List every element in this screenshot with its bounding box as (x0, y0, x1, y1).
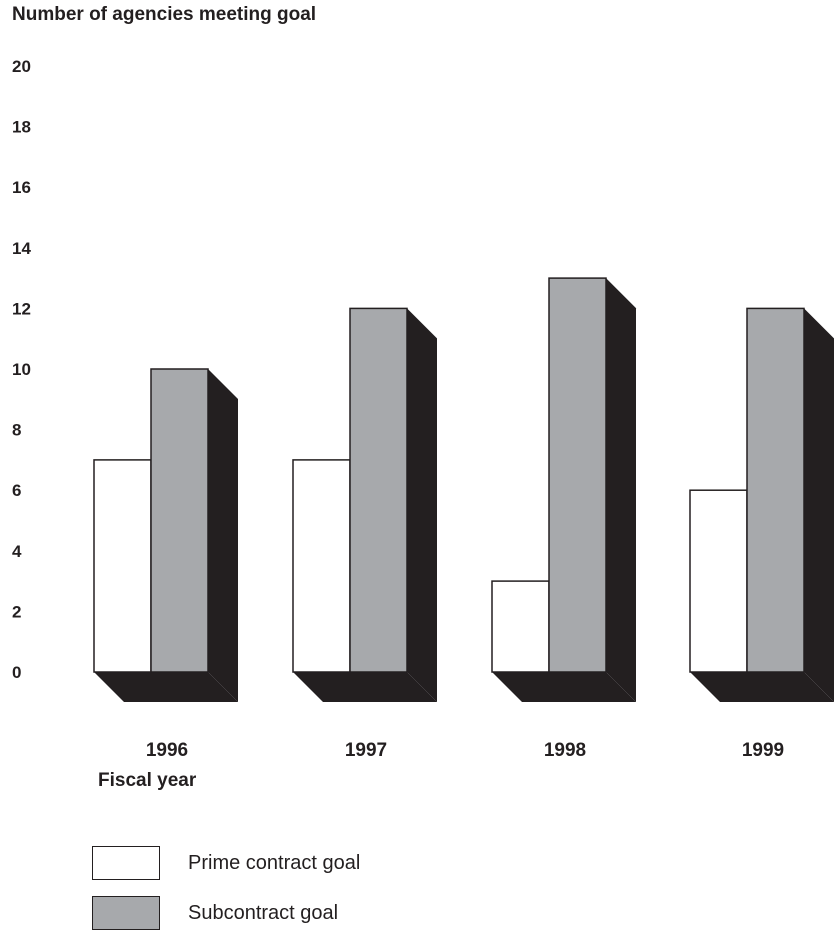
bar-subcontract-1996 (150, 368, 209, 673)
y-tick-label: 16 (12, 178, 31, 197)
bar-side-shadow (804, 308, 834, 702)
x-tick-label: 1999 (742, 740, 784, 760)
y-tick-label: 18 (12, 118, 31, 137)
bar-side-shadow (606, 278, 636, 702)
bar-group-1999 (689, 307, 834, 702)
chart-title: Number of agencies meeting goal (12, 4, 317, 25)
y-tick-label: 14 (12, 239, 31, 258)
legend-label-prime: Prime contract goal (188, 852, 361, 874)
bars-group (93, 277, 834, 702)
y-tick-label: 2 (12, 602, 21, 621)
bar-prime-1999 (689, 489, 748, 673)
bar-group-1996 (93, 368, 238, 702)
bar-floor-shadow (690, 672, 834, 702)
bar-floor-shadow (492, 672, 636, 702)
y-tick-label: 6 (12, 481, 21, 500)
x-tick-label: 1997 (345, 740, 387, 760)
bar-prime-1998 (491, 580, 550, 673)
x-tick-label: 1996 (146, 740, 188, 760)
bar-chart: 0 2 4 6 8 10 12 14 16 18 20 1996 1997 1998 1999 (12, 57, 834, 760)
bar-side-shadow (407, 308, 437, 702)
bar-subcontract-1998 (548, 277, 607, 673)
x-tick-label: 1998 (544, 740, 586, 760)
bar-subcontract-1997 (349, 307, 408, 673)
x-axis-label: Fiscal year (98, 770, 197, 791)
y-tick-label: 10 (12, 360, 31, 379)
legend-swatch-prime (92, 846, 160, 880)
bar-floor-shadow (293, 672, 437, 702)
bar-subcontract-1999 (746, 307, 805, 673)
bar-floor-shadow (94, 672, 238, 702)
y-axis: 0 2 4 6 8 10 12 14 16 18 20 (12, 57, 31, 682)
y-tick-label: 8 (12, 421, 21, 440)
y-tick-label: 0 (12, 663, 21, 682)
y-tick-label: 12 (12, 299, 31, 318)
y-tick-label: 4 (12, 542, 22, 561)
x-axis: 1996 1997 1998 1999 (146, 740, 784, 760)
legend-label-subcontract: Subcontract goal (188, 902, 339, 924)
bar-prime-1997 (292, 459, 351, 673)
bar-side-shadow (208, 369, 238, 702)
bar-prime-1996 (93, 459, 152, 673)
bar-group-1997 (292, 307, 437, 702)
y-tick-label: 20 (12, 57, 31, 76)
legend-swatch-subcontract (92, 896, 160, 930)
bar-group-1998 (491, 277, 636, 702)
